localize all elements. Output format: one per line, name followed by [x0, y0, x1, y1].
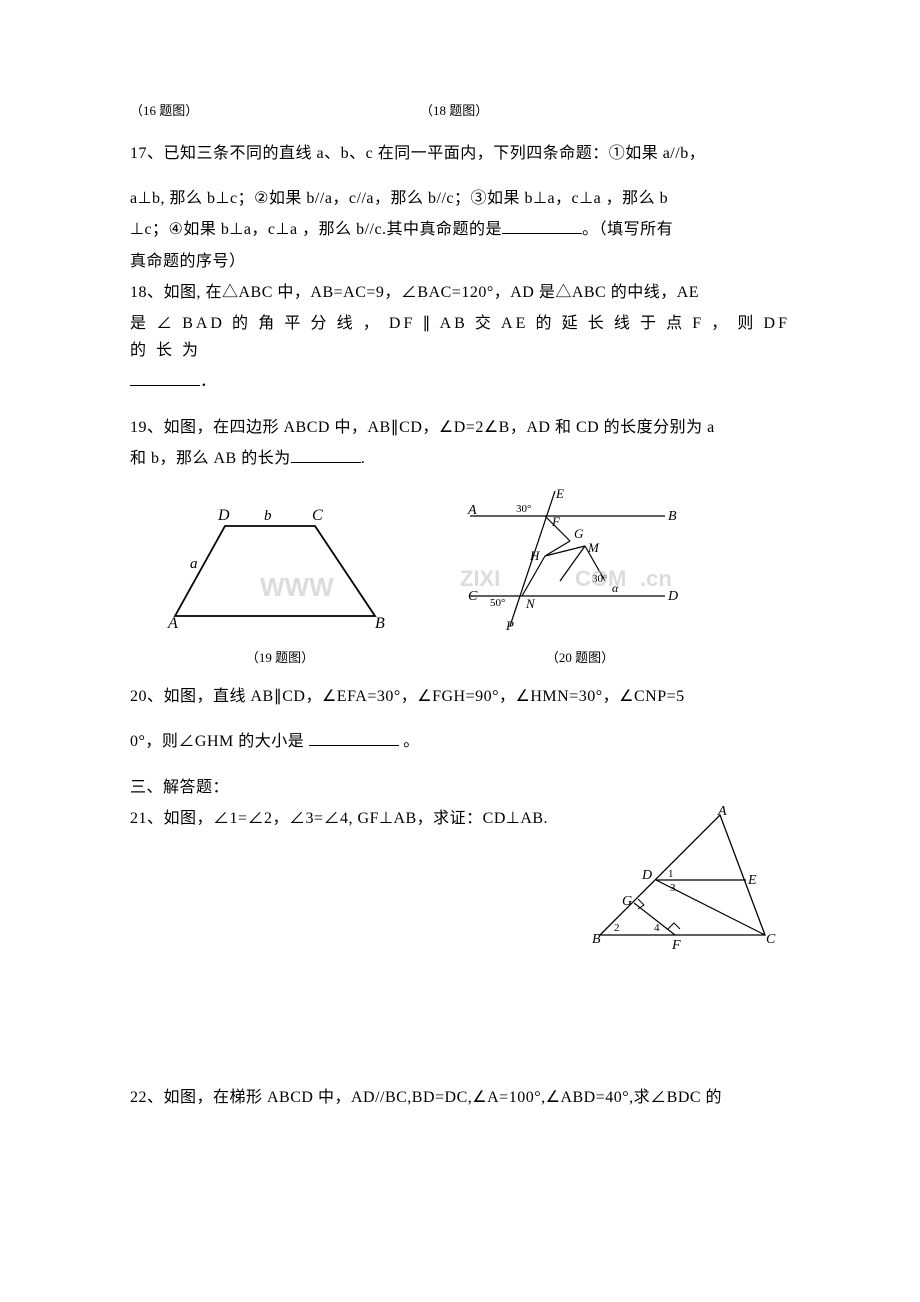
- svg-text:G: G: [622, 894, 632, 909]
- svg-text:.cn: .cn: [640, 566, 672, 591]
- q18-line1: 18、如图, 在△ABC 中，AB=AC=9，∠BAC=120°，AD 是△AB…: [130, 279, 790, 306]
- figure-caption-row: （19 题图） （20 题图）: [130, 647, 790, 669]
- svg-text:D: D: [641, 868, 652, 883]
- q19-line2a: 和 b，那么 AB 的长为: [130, 450, 291, 467]
- svg-text:C: C: [312, 507, 323, 524]
- q19-line1: 19、如图，在四边形 ABCD 中，AB∥CD，∠D=2∠B，AD 和 CD 的…: [130, 414, 790, 441]
- q18-line2: 是 ∠ BAD 的 角 平 分 线 ， DF ∥ AB 交 AE 的 延 长 线…: [130, 310, 790, 364]
- svg-text:E: E: [555, 486, 564, 501]
- svg-text:B: B: [668, 509, 677, 524]
- q19-line2b: .: [361, 450, 366, 467]
- q22-text: 22、如图，在梯形 ABCD 中，AD//BC,BD=DC,∠A=100°,∠A…: [130, 1084, 790, 1111]
- q20-line2a: 0°，则∠GHM 的大小是: [130, 733, 309, 750]
- figure-19: A D C B a b WWW: [130, 496, 430, 645]
- figure-20: A B C D E F G H M N P 30° 30° 50° α ZIXI…: [430, 486, 730, 645]
- svg-text:a: a: [190, 556, 198, 572]
- svg-text:50°: 50°: [490, 597, 505, 609]
- caption-row-16-18: （16 题图） （18 题图）: [130, 100, 790, 122]
- svg-text:C: C: [766, 932, 776, 947]
- caption-20: （20 题图）: [430, 647, 730, 669]
- q18-line3: ．: [130, 368, 790, 395]
- svg-text:1: 1: [668, 868, 674, 880]
- svg-text:30°: 30°: [516, 503, 531, 515]
- caption-19: （19 题图）: [130, 647, 430, 669]
- svg-text:F: F: [671, 938, 681, 953]
- q17-blank: [502, 217, 582, 234]
- q17-line3b: 。（填写所有: [582, 221, 673, 238]
- caption-16: （16 题图）: [130, 100, 420, 122]
- q19-line2: 和 b，那么 AB 的长为.: [130, 445, 790, 472]
- svg-text:C: C: [468, 589, 478, 604]
- figure-21: A B C D E F G 1 2 3 4: [590, 805, 790, 964]
- q20-line2: 0°，则∠GHM 的大小是 。: [130, 728, 790, 755]
- svg-text:ZIXI: ZIXI: [460, 566, 500, 591]
- svg-text:COM: COM: [575, 566, 626, 591]
- q17-line4: 真命题的序号）: [130, 248, 790, 275]
- svg-text:WWW: WWW: [260, 572, 334, 602]
- svg-text:2: 2: [614, 922, 620, 934]
- svg-text:E: E: [747, 873, 757, 888]
- svg-text:3: 3: [670, 882, 676, 894]
- q20-line1: 20、如图，直线 AB∥CD，∠EFA=30°，∠FGH=90°，∠HMN=30…: [130, 683, 790, 710]
- svg-text:B: B: [375, 615, 385, 632]
- svg-text:B: B: [592, 932, 601, 947]
- svg-text:P: P: [505, 618, 514, 633]
- svg-text:D: D: [667, 589, 678, 604]
- q19-blank: [291, 446, 361, 463]
- spacer: [130, 964, 790, 1084]
- svg-text:A: A: [467, 503, 477, 518]
- svg-text:G: G: [574, 526, 584, 541]
- svg-text:4: 4: [654, 922, 660, 934]
- svg-text:A: A: [167, 615, 178, 632]
- q17-line3a: ⊥c；④如果 b⊥a，c⊥a ，那么 b//c.其中真命题的是: [130, 221, 502, 238]
- figure-row-19-20: A D C B a b WWW: [130, 486, 790, 645]
- q17-line2: a⊥b, 那么 b⊥c；②如果 b//a，c//a，那么 b//c；③如果 b⊥…: [130, 185, 790, 212]
- q17-line1: 17、已知三条不同的直线 a、b、c 在同一平面内，下列四条命题：①如果 a//…: [130, 140, 790, 167]
- svg-text:H: H: [529, 548, 540, 563]
- svg-text:M: M: [587, 540, 600, 555]
- caption-18: （18 题图）: [420, 100, 488, 122]
- svg-text:N: N: [525, 596, 536, 611]
- q21-row: 21、如图，∠1=∠2，∠3=∠4, GF⊥AB，求证：CD⊥AB. A B C…: [130, 805, 790, 964]
- q20-blank: [309, 729, 399, 746]
- svg-text:F: F: [551, 514, 561, 529]
- svg-text:b: b: [264, 508, 272, 524]
- q17-line3: ⊥c；④如果 b⊥a，c⊥a ，那么 b//c.其中真命题的是 。（填写所有: [130, 216, 790, 243]
- svg-text:A: A: [717, 805, 727, 819]
- q20-line2b: 。: [399, 733, 420, 750]
- q18-blank: [130, 369, 200, 386]
- q21-text: 21、如图，∠1=∠2，∠3=∠4, GF⊥AB，求证：CD⊥AB.: [130, 805, 580, 832]
- svg-text:D: D: [217, 507, 230, 524]
- section-3-heading: 三、解答题：: [130, 774, 790, 801]
